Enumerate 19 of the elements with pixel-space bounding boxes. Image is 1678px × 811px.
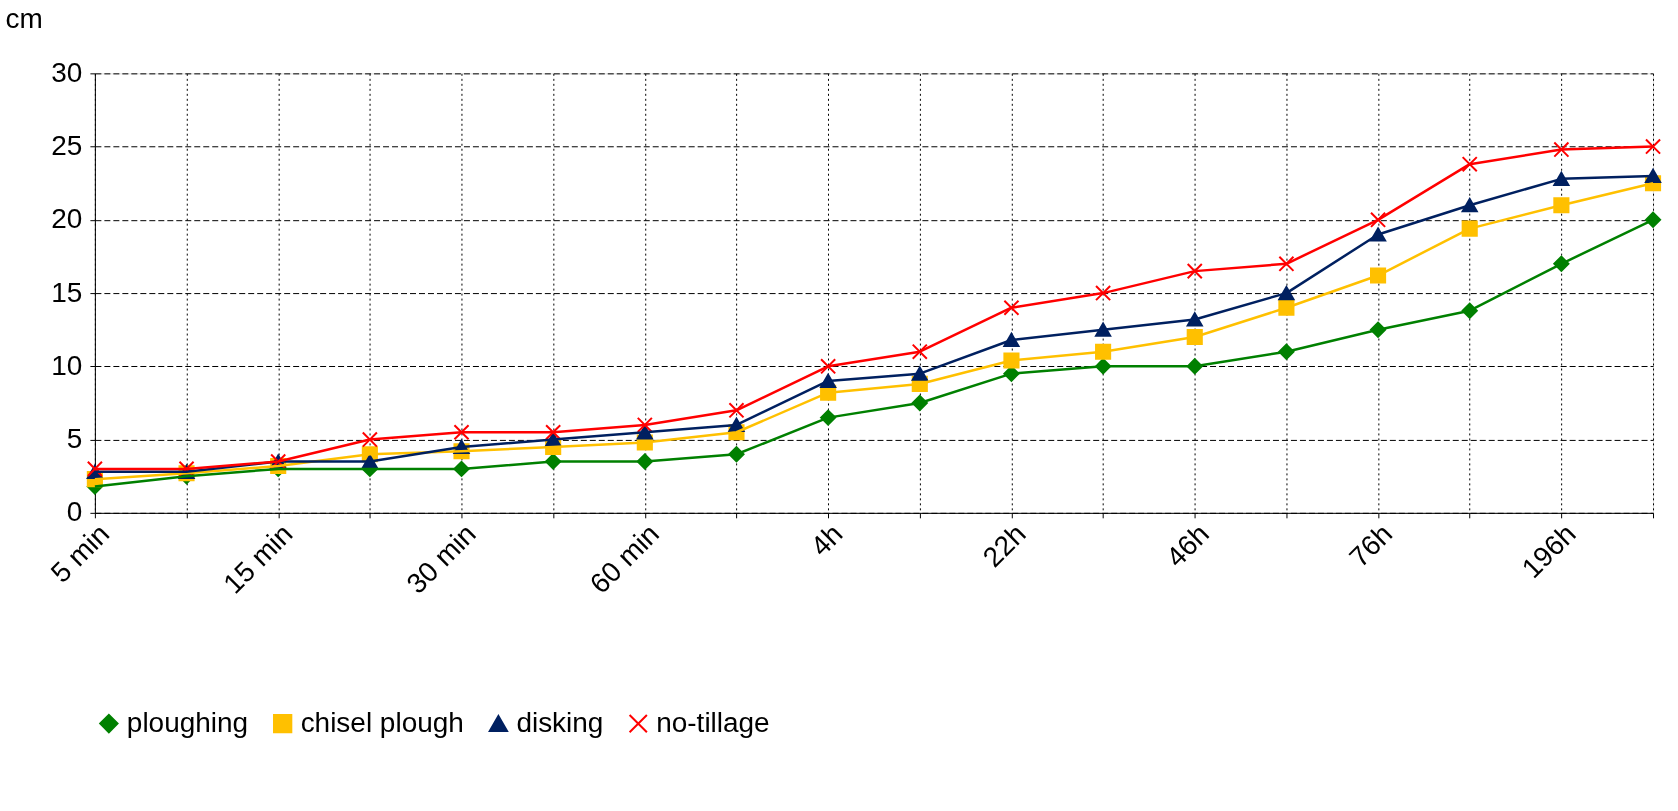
x-tick-label: 22h — [976, 518, 1032, 574]
y-tick-label: 0 — [66, 496, 83, 528]
y-tick-label: 25 — [51, 130, 83, 162]
x-tick-label: 15 min — [217, 518, 299, 600]
y-tick-label: 30 — [51, 56, 83, 88]
y-axis-title: cm — [5, 2, 43, 34]
y-tick-label: 5 — [66, 423, 83, 455]
legend-label: ploughing — [126, 706, 249, 738]
x-tick-label: 4h — [804, 518, 849, 563]
x-tick-label: 30 min — [400, 518, 482, 600]
legend-label: no-tillage — [656, 706, 770, 738]
legend-label: disking — [516, 706, 604, 738]
x-tick-label: 46h — [1160, 518, 1216, 574]
legend-label: chisel plough — [300, 706, 464, 738]
y-tick-label: 10 — [51, 349, 83, 381]
y-tick-label: 20 — [51, 203, 83, 235]
x-tick-label: 76h — [1343, 518, 1399, 574]
y-tick-label: 15 — [51, 276, 83, 308]
x-tick-label: 60 min — [583, 518, 666, 600]
